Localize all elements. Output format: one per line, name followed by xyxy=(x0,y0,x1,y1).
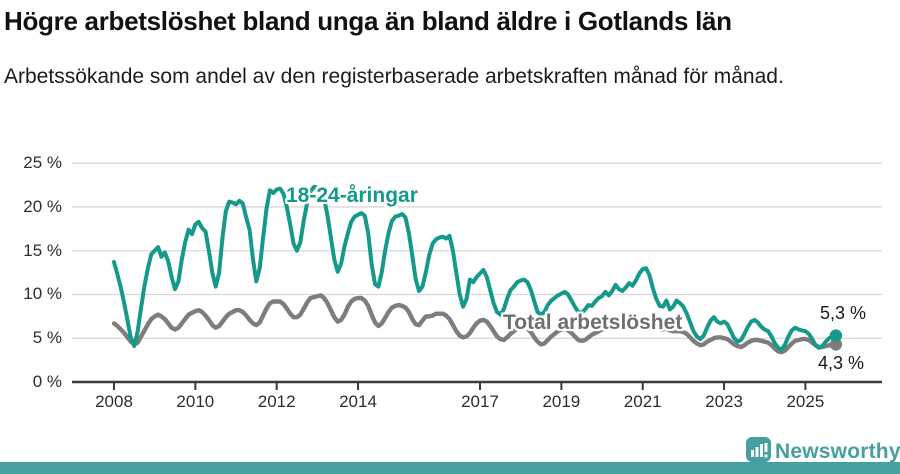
footer-accent-bar xyxy=(0,462,900,474)
y-tick-label: 15 % xyxy=(23,240,62,260)
series-line-youth xyxy=(112,184,838,352)
y-tick-label: 0 % xyxy=(32,372,62,391)
end-dot-total xyxy=(829,338,843,351)
x-tick-label: 2023 xyxy=(705,392,743,411)
x-tick-label: 2010 xyxy=(176,392,215,411)
end-value-label-total: 4,3 % xyxy=(818,353,865,373)
y-tick-label: 20 % xyxy=(23,196,62,216)
x-tick-label: 2008 xyxy=(95,392,133,411)
x-tick-label: 2017 xyxy=(461,392,499,411)
brand-wordmark: Newsworthy xyxy=(775,440,900,463)
x-tick-label: 2025 xyxy=(786,392,825,411)
x-tick-label: 2021 xyxy=(623,392,662,411)
x-tick-label: 2019 xyxy=(542,392,581,411)
series-line-total xyxy=(111,293,839,355)
series-label-total: Total arbetslöshet xyxy=(503,311,683,334)
newsworthy-logo-icon xyxy=(746,437,771,469)
y-tick-label: 5 % xyxy=(32,328,62,348)
page-title: Högre arbetslöshet bland unga än bland ä… xyxy=(4,6,732,36)
y-tick-label: 25 % xyxy=(23,153,62,173)
x-tick-label: 2014 xyxy=(339,392,377,411)
end-value-label-youth: 5,3 % xyxy=(820,303,867,323)
series-label-youth: 18-24-åringar xyxy=(286,184,418,207)
y-tick-label: 10 % xyxy=(23,284,62,304)
chart-subtitle: Arbetssökande som andel av den registerb… xyxy=(4,65,784,88)
end-dot-youth xyxy=(829,329,843,342)
x-tick-label: 2012 xyxy=(257,392,296,411)
